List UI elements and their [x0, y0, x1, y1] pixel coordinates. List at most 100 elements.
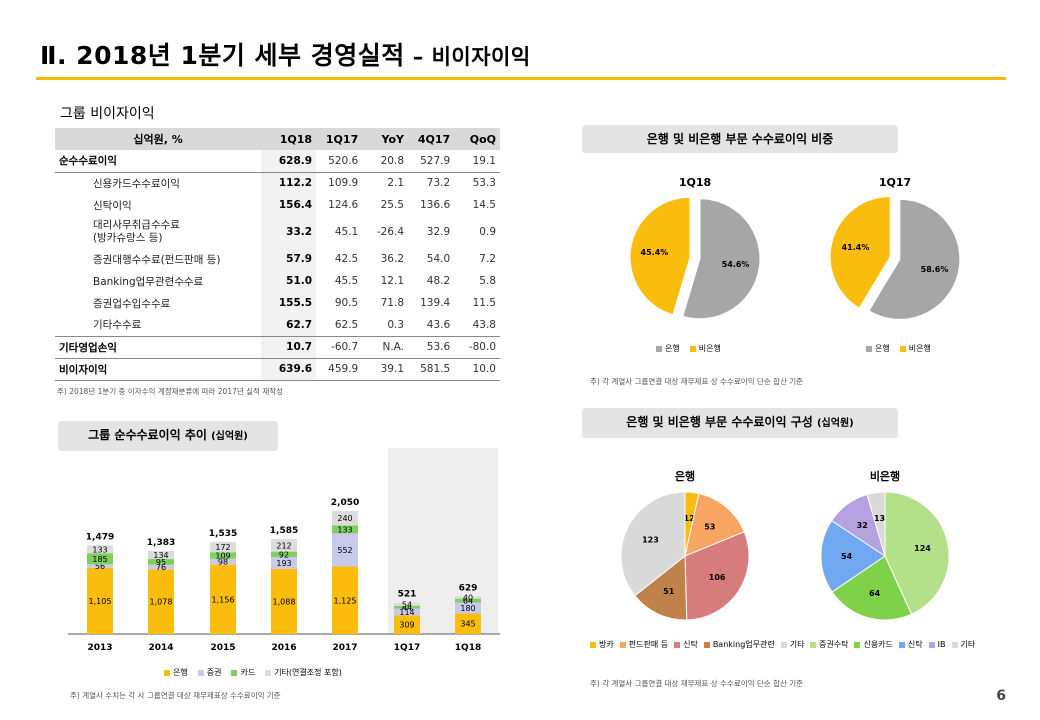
- bar-segment-1Q18-1: [455, 602, 481, 614]
- bar-legend: 은행 증권 카드 기타(연결조정 포함): [164, 667, 342, 678]
- bar-value-label: 133: [337, 525, 352, 534]
- row-label: 증권업수입수수료: [93, 297, 171, 310]
- page-title: Ⅱ. 2018년 1분기 세부 경영실적 – 비이자이익: [40, 36, 531, 72]
- cell: 109.9: [328, 177, 359, 190]
- legend-other: 기타: [951, 639, 976, 650]
- bar-value-label: 98: [218, 558, 228, 567]
- pie-value-label: 123: [642, 535, 659, 544]
- legend-label: 펀드판매 등: [628, 640, 669, 649]
- bar-value-label: 193: [276, 559, 291, 568]
- x-tick-label: 1Q17: [394, 643, 420, 653]
- row-label-line2: (방카슈랑스 등): [93, 232, 163, 244]
- table-row: 비이자이익 639.6 459.9 39.1 581.5 10.0: [55, 358, 500, 381]
- legend-swatch: [810, 641, 816, 648]
- row-label-line1: 대리사무취급수수료: [93, 219, 180, 231]
- legend-banca: 방카: [590, 639, 614, 650]
- cell: 54.0: [426, 253, 451, 265]
- cell: 42.5: [334, 253, 359, 265]
- bar-chart-title-unit: (십억원): [211, 431, 248, 442]
- x-tick-label: 2015: [210, 643, 235, 653]
- bar-chart-title-text: 그룹 순수수료이익 추이: [88, 428, 207, 442]
- bar-segment-2014-0: [148, 569, 174, 634]
- pie-title: 은행: [675, 469, 695, 483]
- legend-label: 증권수탁: [819, 640, 849, 649]
- bar-segment-2014-2: [148, 559, 174, 565]
- pie-value-label: 106: [709, 573, 726, 582]
- bar-segment-1Q17-1: [394, 608, 420, 616]
- row-label: 순수수료이익: [55, 150, 262, 173]
- legend-swatch: [898, 641, 905, 648]
- bar-segment-2015-2: [210, 552, 236, 559]
- legend-swatch: [689, 345, 696, 352]
- cell: 57.9: [261, 248, 317, 270]
- bar-segment-2013-2: [87, 553, 113, 565]
- cell: 33.2: [261, 216, 317, 248]
- legend-banking: Banking업무관련: [703, 639, 775, 650]
- row-label: 기타영업손익: [55, 336, 262, 359]
- pie-slice-0: [682, 198, 761, 320]
- legend-bank: 은행: [164, 667, 188, 678]
- bar-value-label: 212: [276, 541, 291, 550]
- bar-value-label: 95: [156, 558, 166, 567]
- bar-segment-2016-2: [271, 551, 297, 558]
- legend-swatch: [899, 345, 906, 352]
- cell: 14.5: [472, 199, 496, 211]
- legend-label: 비은행: [698, 344, 721, 353]
- table-row: 증권업수입수수료 155.5 90.5 71.8 139.4 11.5: [55, 292, 500, 314]
- bar-segment-2014-3: [148, 551, 174, 560]
- legend-label: 기타(연결조정 포함): [274, 668, 342, 677]
- cell: 124.6: [328, 199, 359, 211]
- bank-composition-legend: 방카 펀드판매 등 신탁 Banking업무관련 기타: [590, 639, 804, 650]
- non-interest-income-table: 십억원, % 1Q18 1Q17 YoY 4Q17 QoQ 순수수료이익 628…: [55, 128, 500, 381]
- legend-label: 신용카드: [863, 640, 893, 649]
- legend-label: 기타: [960, 640, 976, 649]
- cell: 7.2: [479, 253, 496, 265]
- legend-nonbank: 비은행: [899, 343, 931, 354]
- share-pie-legend-1q17: 은행 비은행: [866, 343, 931, 354]
- cell: 527.9: [408, 150, 455, 173]
- composition-pie-charts: 12 53 106 51 123 은행 124 64 54 32 13 비은행: [620, 469, 950, 621]
- cell: 639.6: [261, 358, 317, 381]
- x-tick-label: 1Q18: [455, 643, 481, 653]
- bar-segment-2014-1: [148, 564, 174, 570]
- bar-total-label: 1,479: [86, 532, 114, 542]
- pie-title: 비은행: [870, 469, 900, 483]
- legend-other: 기타: [780, 639, 804, 650]
- bar-segment-1Q17-2: [394, 605, 420, 609]
- bar-value-label: 109: [215, 551, 230, 560]
- cell: -26.4: [376, 226, 405, 238]
- bar-value-label: 185: [92, 555, 107, 564]
- stacked-bar-chart: 1,105561851331,47920131,07876951341,3832…: [68, 498, 500, 653]
- header-1q18: 1Q18: [261, 128, 317, 150]
- pie-value-label: 32: [857, 521, 868, 530]
- legend-label: 비은행: [908, 344, 931, 353]
- bar-value-label: 92: [279, 550, 289, 559]
- pie-slice-3: [634, 554, 688, 621]
- pie-slice-2: [684, 531, 750, 621]
- legend-bank: 은행: [656, 343, 680, 354]
- cell: 45.5: [334, 275, 359, 287]
- title-main: Ⅱ. 2018년 1분기 세부 경영실적: [40, 41, 405, 70]
- bar-total-label: 629: [459, 583, 478, 593]
- x-tick-label: 2014: [148, 643, 173, 653]
- legend-bank: 은행: [866, 343, 890, 354]
- legend-credit-card: 신용카드: [854, 639, 893, 650]
- pie-title: 1Q18: [679, 176, 711, 189]
- row-label: 신용카드수수료이익: [93, 177, 180, 190]
- pie-title: 1Q17: [879, 176, 911, 189]
- bar-value-label: 133: [92, 545, 107, 554]
- table-row: 대리사무취급수수료 (방카슈랑스 등) 33.2 45.1 -26.4 32.9 …: [55, 216, 500, 248]
- header-4q17: 4Q17: [408, 128, 455, 150]
- share-pie-legend-1q18: 은행 비은행: [656, 343, 721, 354]
- pie-value-label: 124: [914, 544, 931, 553]
- bar-segment-2016-3: [271, 538, 297, 552]
- pie-value-label: 12: [684, 514, 695, 523]
- bar-total-label: 521: [398, 590, 417, 600]
- bar-value-label: 552: [337, 546, 352, 555]
- cell: 43.8: [454, 314, 500, 337]
- bar-value-label: 240: [337, 514, 352, 523]
- cell: 136.6: [420, 199, 451, 211]
- cell: 112.2: [261, 172, 317, 194]
- legend-nonbank: 비은행: [689, 343, 721, 354]
- table-row: 순수수료이익 628.9 520.6 20.8 527.9 19.1: [55, 150, 500, 173]
